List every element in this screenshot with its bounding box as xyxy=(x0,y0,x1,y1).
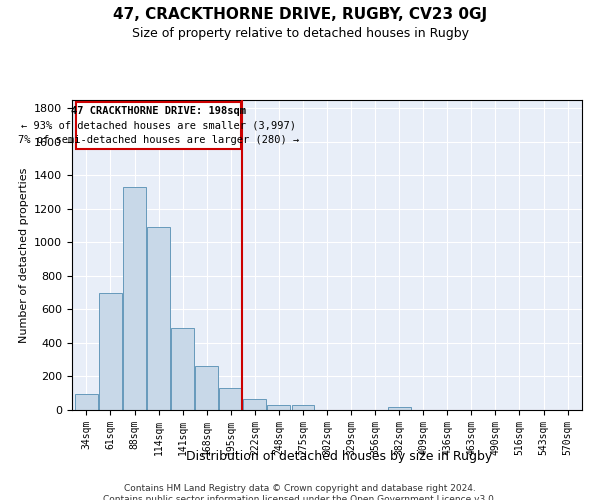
Y-axis label: Number of detached properties: Number of detached properties xyxy=(19,168,29,342)
Text: 47, CRACKTHORNE DRIVE, RUGBY, CV23 0GJ: 47, CRACKTHORNE DRIVE, RUGBY, CV23 0GJ xyxy=(113,8,487,22)
FancyBboxPatch shape xyxy=(76,102,241,150)
Text: Size of property relative to detached houses in Rugby: Size of property relative to detached ho… xyxy=(131,28,469,40)
Bar xyxy=(292,405,314,410)
Bar xyxy=(123,187,146,410)
Text: ← 93% of detached houses are smaller (3,997): ← 93% of detached houses are smaller (3,… xyxy=(21,121,296,131)
Text: Contains public sector information licensed under the Open Government Licence v3: Contains public sector information licen… xyxy=(103,495,497,500)
Bar xyxy=(75,394,98,410)
Bar xyxy=(195,366,218,410)
Bar xyxy=(99,292,122,410)
Bar xyxy=(147,228,170,410)
Bar xyxy=(220,388,242,410)
Text: 7% of semi-detached houses are larger (280) →: 7% of semi-detached houses are larger (2… xyxy=(17,135,299,145)
Bar xyxy=(388,406,410,410)
Bar xyxy=(244,399,266,410)
Text: Distribution of detached houses by size in Rugby: Distribution of detached houses by size … xyxy=(186,450,492,463)
Text: Contains HM Land Registry data © Crown copyright and database right 2024.: Contains HM Land Registry data © Crown c… xyxy=(124,484,476,493)
Text: 47 CRACKTHORNE DRIVE: 198sqm: 47 CRACKTHORNE DRIVE: 198sqm xyxy=(71,106,246,116)
Bar xyxy=(268,405,290,410)
Bar xyxy=(171,328,194,410)
